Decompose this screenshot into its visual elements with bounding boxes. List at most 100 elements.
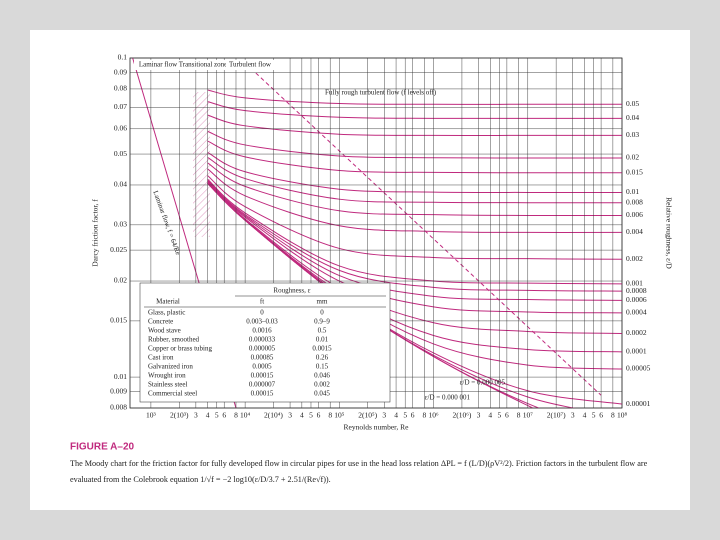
table-cell: 0 [320,309,324,317]
x-tick-label: 5 [498,411,502,420]
series-label: 0.0008 [626,286,647,295]
table-cell: 0.0016 [252,327,272,335]
series-label: 0.0002 [626,328,647,337]
table-cell: 0.046 [314,372,330,380]
x-tick-label: 4 [394,411,398,420]
series-label: Fully rough turbulent flow (f levels off… [325,89,437,97]
table-bg [139,282,391,403]
x-tick-label: 10³ [146,411,157,420]
x-tick-label: 8 [517,411,521,420]
y-tick-label: 0.01 [114,372,127,381]
y-tick-label: 0.06 [114,124,127,133]
table-cell: 0.003–0.03 [246,318,278,326]
table-cell: 0 [260,309,264,317]
caption-line: evaluated from the Colebrook equation 1/… [70,475,331,484]
table-cell: 0.5 [318,327,327,335]
x-tick-label: 6 [222,411,226,420]
x-tick-label: 2(10⁶) [452,411,471,420]
table-cell: 0.01 [316,336,329,344]
x-tick-label: 8 [611,411,615,420]
x-tick-label: 6 [317,411,321,420]
x-tick-label: 2(10⁴) [264,411,283,420]
series-label: 0.002 [626,254,643,263]
series-label: 0.001 [626,279,643,288]
annotation-bg [134,60,182,70]
table-header: mm [317,298,328,306]
x-tick-label: 3 [477,411,481,420]
caption-line: The Moody chart for the friction factor … [70,459,648,468]
x-tick-label: 3 [382,411,386,420]
x-tick-label: 5 [403,411,407,420]
x-tick-label: 6 [505,411,509,420]
y-tick-label: 0.02 [114,276,127,285]
table-cell: Galvanized iron [148,363,193,371]
x-tick-label: 2(10⁷) [547,411,566,420]
x-axis-title: Reynolds number, Re [344,423,410,432]
series-label: 0.0006 [626,295,647,304]
x-tick-label: 6 [411,411,415,420]
y-tick-label: 0.08 [114,84,127,93]
annotation: Transitional zone [179,61,228,69]
annotation-bg [179,60,227,70]
table-cell: Glass, plastic [148,309,185,317]
x-tick-label: 4 [206,411,210,420]
table-cell: 0.00015 [251,390,274,398]
table-cell: Stainless steel [148,381,188,389]
x-tick-label: 5 [215,411,219,420]
y-tick-label: 0.025 [110,245,127,254]
series-label: 0.00005 [626,364,651,373]
series-label: 0.03 [626,130,639,139]
x-tick-label: 10⁸ [617,411,628,420]
table-cell: 0.045 [314,390,330,398]
annotation-bg [226,60,274,70]
y-tick-label: 0.09 [114,67,127,76]
table-cell: 0.002 [314,381,330,389]
x-tick-label: 3 [288,411,292,420]
y2-axis-title: Relative roughness, ε/D [664,197,673,269]
annotation: Turbulent flow [229,61,272,69]
y-tick-label: 0.04 [114,180,127,189]
y-axis-title: Darcy friction factor, f [91,199,100,267]
x-tick-label: 10⁵ [334,411,345,420]
y-tick-label: 0.015 [110,316,127,325]
table-cell: 0.26 [316,354,329,362]
table-cell: 0.000033 [249,336,276,344]
x-tick-label: 5 [592,411,596,420]
y-tick-label: 0.03 [114,220,127,229]
table-cell: 0.15 [316,363,329,371]
table-cell: Concrete [148,318,173,326]
table-cell: 0.000007 [249,381,276,389]
table-group-header: Roughness, ε [273,287,310,295]
table-cell: 0.00085 [251,354,274,362]
x-tick-label: 2(10⁵) [358,411,377,420]
series-label: 0.0001 [626,347,647,356]
series-label: ε/D = 0.000 005 [460,379,506,387]
series-label: 0.015 [626,167,643,176]
table-header: ft [260,298,264,306]
table-cell: Wood stave [148,327,181,335]
y-tick-label: 0.07 [114,102,127,111]
table-header: Material [156,298,180,306]
series-label: 0.0004 [626,308,647,317]
x-tick-label: 3 [571,411,575,420]
series-label: 0.05 [626,99,639,108]
series-label: 0.02 [626,153,639,162]
x-tick-label: 4 [583,411,587,420]
x-tick-label: 10⁷ [523,411,534,420]
x-tick-label: 6 [599,411,603,420]
series-label: 0.01 [626,187,639,196]
x-tick-label: 3 [194,411,198,420]
x-tick-label: 10⁴ [240,411,251,420]
table-cell: Commercial steel [148,390,197,398]
series-label: 0.04 [626,113,639,122]
x-tick-label: 8 [328,411,332,420]
annotation: Laminar flow [139,61,178,69]
x-tick-label: 4 [488,411,492,420]
table-cell: 0.0015 [312,345,332,353]
x-tick-label: 2(10³) [170,411,189,420]
y-tick-label: 0.1 [118,53,128,62]
series-label: 0.004 [626,227,643,236]
x-tick-label: 10⁶ [428,411,439,420]
y-tick-label: 0.05 [114,149,127,158]
